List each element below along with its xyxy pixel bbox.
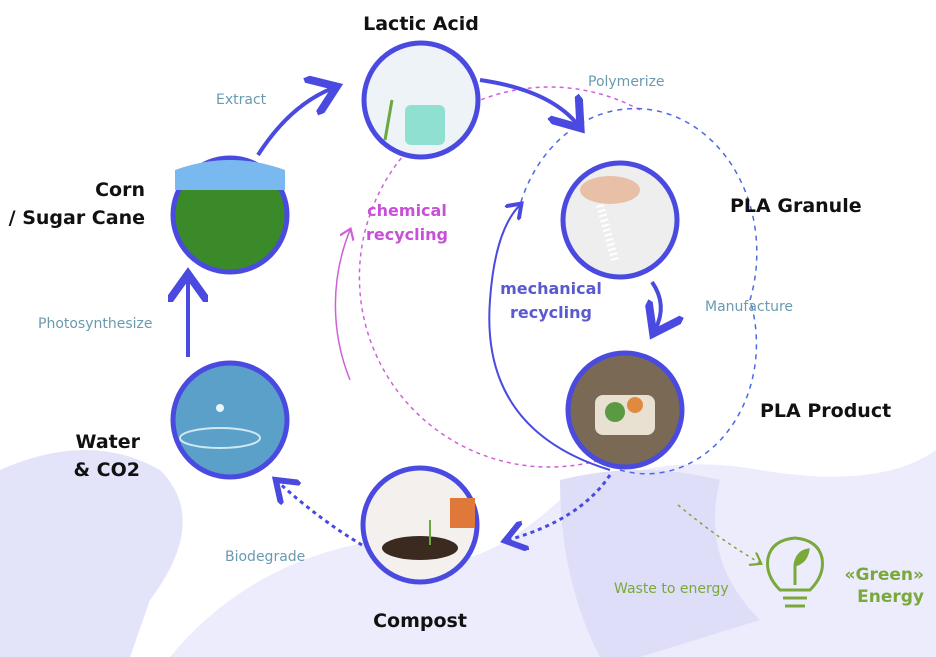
node-label: & CO2: [74, 459, 141, 481]
node-image: [563, 163, 677, 277]
node-image: [568, 353, 682, 467]
node-label: Compost: [373, 610, 467, 632]
node-image: [363, 468, 477, 582]
arrow: [278, 482, 362, 545]
node-image: [173, 158, 287, 272]
edge-label: Waste to energy: [614, 581, 729, 597]
node-label: Lactic Acid: [363, 13, 479, 35]
recycling-label: chemical: [367, 201, 447, 220]
edge-label: Biodegrade: [225, 549, 305, 565]
recycling-label: mechanical: [500, 279, 602, 298]
bg-land: [0, 450, 183, 657]
page: Lactic Acid PLA Granule PLA Product Comp…: [0, 0, 936, 657]
edge-label: Manufacture: [705, 299, 793, 315]
node-label: Corn: [95, 179, 145, 201]
arrow: [258, 88, 333, 155]
chemical-arrow: [335, 230, 350, 380]
edge-label: Extract: [216, 92, 267, 108]
node-image: [364, 43, 478, 157]
node-label: PLA Granule: [730, 195, 862, 217]
edge-label: Photosynthesize: [38, 316, 153, 332]
node-image: [173, 363, 287, 477]
node-label: Water: [76, 431, 141, 453]
energy-label: «Green»: [845, 565, 924, 585]
diagram: Lactic Acid PLA Granule PLA Product Comp…: [0, 0, 936, 657]
arrow: [652, 282, 661, 330]
recycling-label: recycling: [510, 303, 592, 322]
recycling-label: recycling: [366, 225, 448, 244]
arrow: [480, 80, 578, 125]
node-label: PLA Product: [760, 400, 891, 422]
node-label: / Sugar Cane: [9, 207, 145, 229]
edge-label: Polymerize: [588, 74, 665, 90]
energy-label: Energy: [857, 587, 924, 607]
